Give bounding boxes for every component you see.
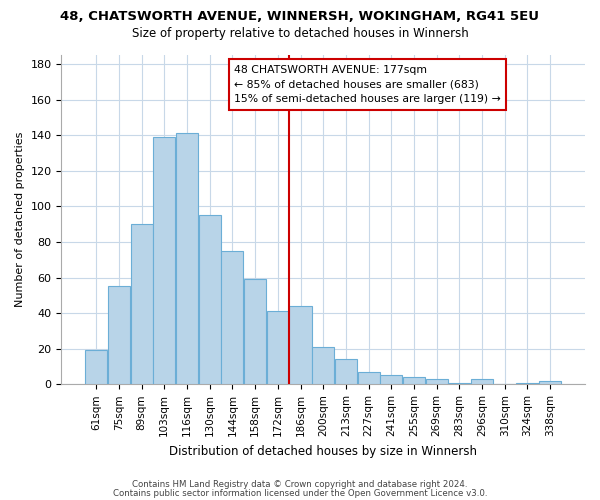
Text: 48 CHATSWORTH AVENUE: 177sqm
← 85% of detached houses are smaller (683)
15% of s: 48 CHATSWORTH AVENUE: 177sqm ← 85% of de… [234, 65, 501, 104]
Bar [267, 312, 289, 384]
Bar [85, 350, 107, 384]
Bar [335, 360, 357, 384]
Bar [539, 381, 561, 384]
Bar [199, 215, 221, 384]
Bar [312, 347, 334, 385]
Bar [108, 286, 130, 384]
Text: Contains public sector information licensed under the Open Government Licence v3: Contains public sector information licen… [113, 488, 487, 498]
Bar [517, 382, 539, 384]
Bar [244, 280, 266, 384]
Text: Size of property relative to detached houses in Winnersh: Size of property relative to detached ho… [131, 28, 469, 40]
Bar [403, 377, 425, 384]
Bar [448, 382, 470, 384]
X-axis label: Distribution of detached houses by size in Winnersh: Distribution of detached houses by size … [169, 444, 477, 458]
Bar [358, 372, 380, 384]
Bar [221, 251, 244, 384]
Bar [425, 379, 448, 384]
Bar [131, 224, 152, 384]
Bar [471, 379, 493, 384]
Text: 48, CHATSWORTH AVENUE, WINNERSH, WOKINGHAM, RG41 5EU: 48, CHATSWORTH AVENUE, WINNERSH, WOKINGH… [61, 10, 539, 23]
Bar [176, 134, 198, 384]
Bar [380, 376, 403, 384]
Y-axis label: Number of detached properties: Number of detached properties [15, 132, 25, 308]
Text: Contains HM Land Registry data © Crown copyright and database right 2024.: Contains HM Land Registry data © Crown c… [132, 480, 468, 489]
Bar [153, 137, 175, 384]
Bar [289, 306, 311, 384]
